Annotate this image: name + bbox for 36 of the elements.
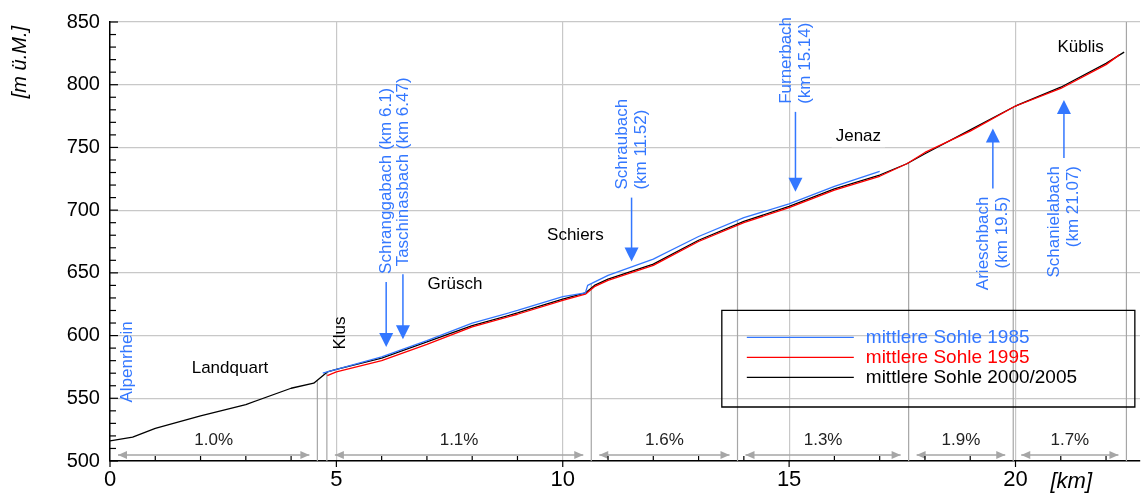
- annotation: Landquart: [191, 357, 269, 377]
- annotation: Jenaz: [835, 125, 882, 145]
- annotation: Grüsch: [427, 273, 483, 293]
- y-tick-label: 600: [66, 323, 100, 346]
- annotation: 1.9%: [941, 430, 981, 449]
- text: mittlere Sohle 2000/2005: [865, 365, 1078, 387]
- annotation: Arieschbach (km 19.5): [973, 196, 1012, 291]
- y-tick-label: 850: [66, 9, 100, 32]
- y-tick-label: 750: [66, 134, 100, 157]
- x-tick-label: 15: [776, 466, 802, 492]
- annotation: 1.7%: [1050, 430, 1090, 449]
- text: mittlere Sohle 1985: [865, 325, 1030, 347]
- x-tick-label: 20: [1003, 466, 1028, 492]
- annotation: Schraubach (km 11.52): [611, 98, 650, 190]
- y-tick-label: 800: [66, 72, 100, 95]
- annotation: Küblis: [1057, 36, 1104, 56]
- annotation: Schanielabach (km 21.07): [1044, 165, 1083, 278]
- y-tick-label: 500: [66, 448, 100, 471]
- x-tick-label: 0: [103, 466, 117, 492]
- x-axis-title: [km]: [1049, 468, 1093, 494]
- annotation: Klus: [329, 316, 349, 350]
- annotation: Alpenrhein: [116, 321, 136, 403]
- annotation: 1.1%: [439, 430, 479, 449]
- y-tick-label: 550: [66, 385, 100, 408]
- annotation: 1.3%: [803, 430, 843, 449]
- y-tick-label: 650: [66, 260, 100, 283]
- y-tick-label: 700: [66, 197, 100, 220]
- annotation: Furnerbach (km 15.14): [775, 16, 814, 104]
- annotation: 1.0%: [194, 430, 234, 449]
- x-tick-label: 5: [330, 466, 343, 492]
- y-axis-title: [m ü.M.]: [7, 25, 30, 100]
- text: mittlere Sohle 1995: [865, 345, 1030, 367]
- annotation: Schranggabach (km 6.1): [375, 87, 395, 274]
- annotation: Schiers: [547, 224, 604, 244]
- annotation: 1.6%: [645, 430, 684, 449]
- x-tick-label: 10: [550, 466, 575, 492]
